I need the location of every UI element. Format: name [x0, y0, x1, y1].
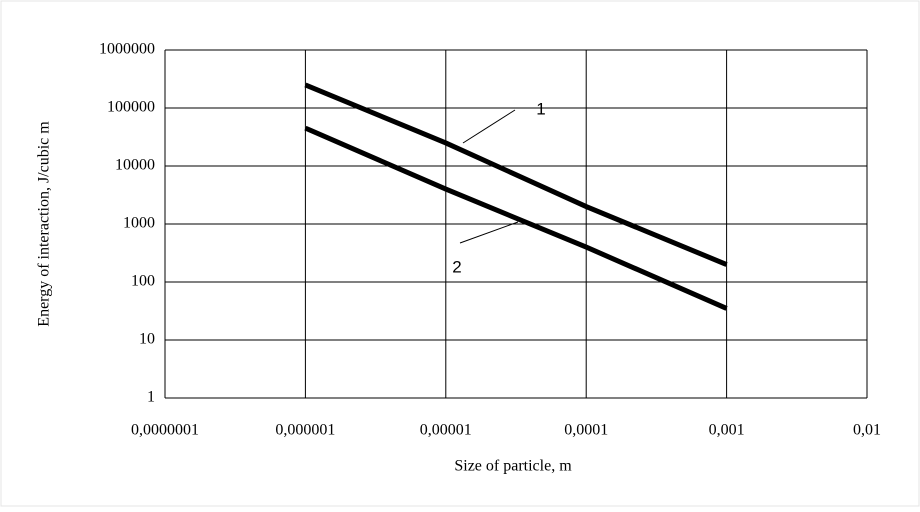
y-tick-label: 1: [147, 389, 155, 406]
series-annotation: 1: [536, 99, 545, 118]
y-tick-label: 1000: [123, 215, 155, 232]
series-annotation: 2: [452, 257, 461, 276]
y-tick-label: 100: [131, 273, 155, 290]
x-tick-label: 0,00001: [420, 422, 472, 439]
leader-line: [462, 109, 516, 144]
y-tick-label: 1000000: [99, 41, 155, 58]
series-line: [304, 125, 728, 311]
y-tick-label: 100000: [107, 99, 155, 116]
x-tick-label: 0,01: [853, 422, 881, 439]
y-axis-label: Energy of interaction, J/cubic m: [36, 121, 53, 327]
x-tick-label: 0,000001: [275, 422, 335, 439]
x-axis-label: Size of particle, m: [454, 458, 572, 475]
leader-line: [459, 221, 519, 244]
x-tick-label: 0,0000001: [131, 422, 199, 439]
series-line: [304, 82, 728, 267]
y-tick-label: 10: [139, 331, 155, 348]
y-tick-label: 10000: [115, 157, 155, 174]
x-tick-label: 0,0001: [564, 422, 608, 439]
x-tick-label: 0,001: [709, 422, 745, 439]
